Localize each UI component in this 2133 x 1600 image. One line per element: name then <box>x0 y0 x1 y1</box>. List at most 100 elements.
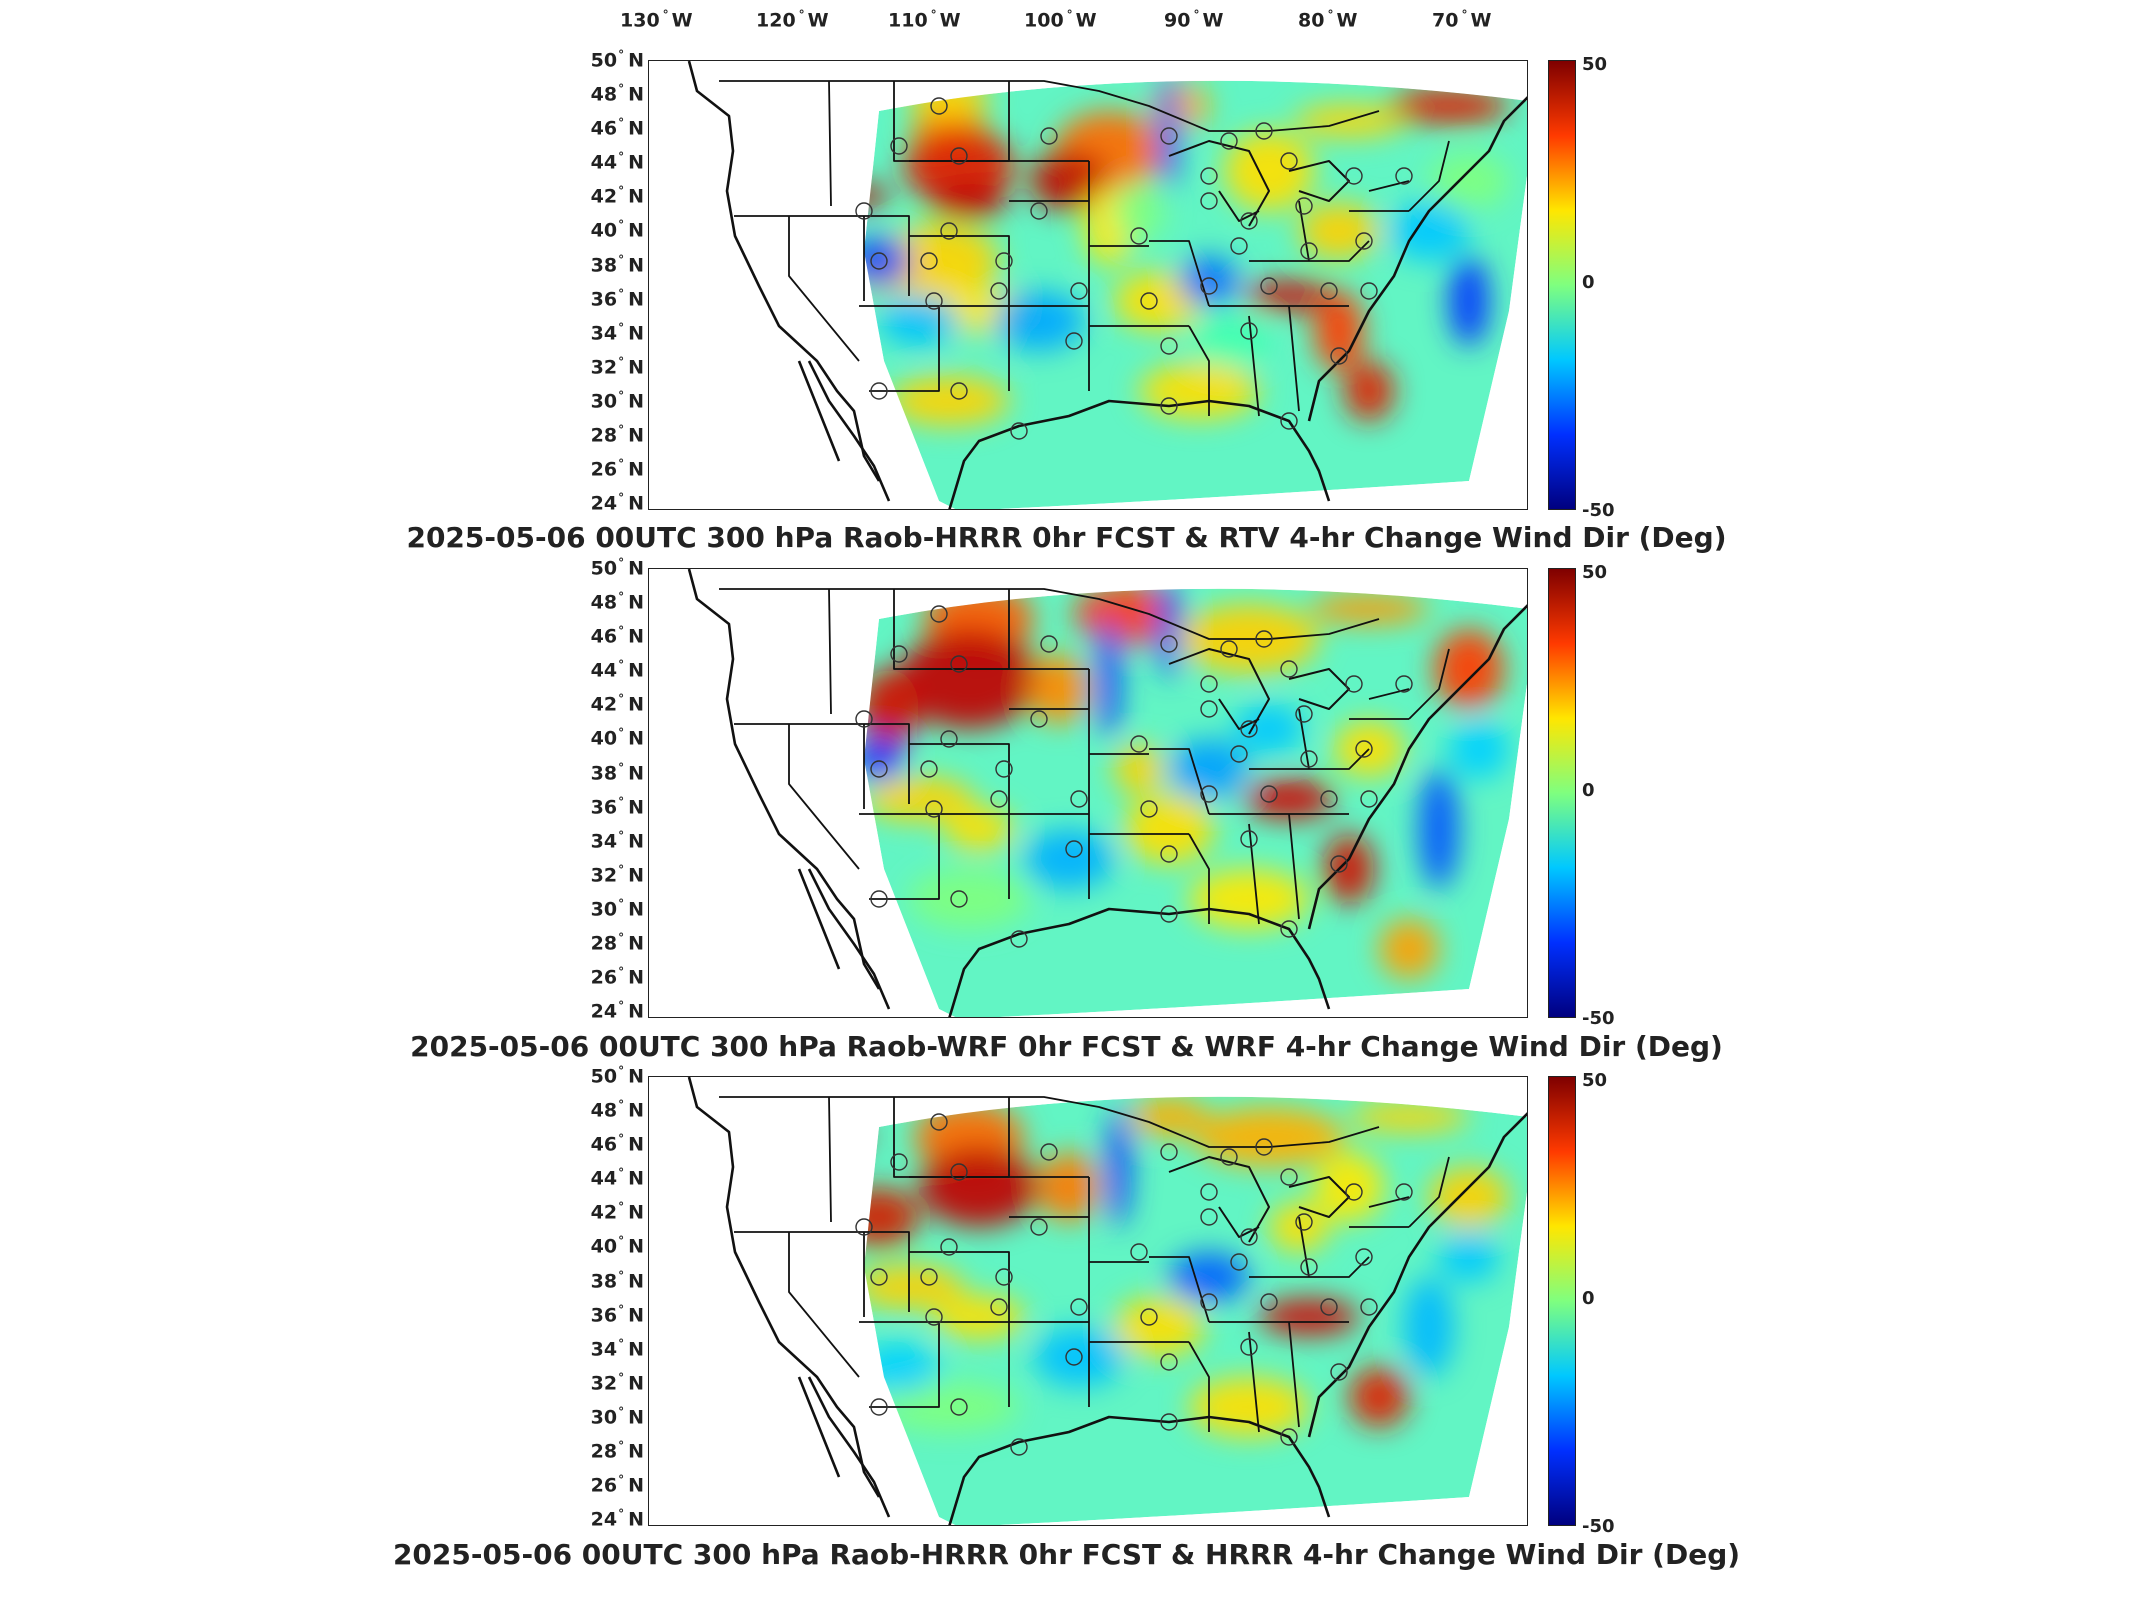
raob-station-marker <box>1240 322 1258 340</box>
anomaly-region <box>1429 1167 1509 1227</box>
anomaly-region <box>1189 316 1269 366</box>
raob-station-marker <box>1300 750 1318 768</box>
anomaly-region <box>1419 769 1459 889</box>
raob-station-marker <box>855 710 873 728</box>
raob-station-marker <box>890 137 908 155</box>
raob-station-marker <box>1395 167 1413 185</box>
raob-station-marker <box>1200 1293 1218 1311</box>
lat-label-32n: 32° N <box>590 1370 644 1395</box>
lat-label-36n: 36° N <box>590 286 644 310</box>
raob-station-marker <box>1295 1213 1313 1231</box>
raob-station-marker <box>1240 212 1258 230</box>
anomaly-region <box>1149 82 1209 130</box>
raob-station-marker <box>1065 840 1083 858</box>
geographic-boundaries <box>687 61 1527 509</box>
lat-label-40n: 40° N <box>590 726 644 750</box>
anomaly-region <box>1024 829 1114 889</box>
raob-station-marker <box>950 890 968 908</box>
raob-station-marker <box>1130 735 1148 753</box>
raob-station-marker <box>1330 855 1348 873</box>
raob-station-marker <box>1160 1353 1178 1371</box>
raob-station-marker <box>1200 785 1218 803</box>
raob-station-marker <box>1280 920 1298 938</box>
lat-label-36n: 36° N <box>590 794 644 818</box>
raob-station-marker <box>1160 905 1178 923</box>
raob-stations <box>855 1113 1413 1456</box>
anomaly-region <box>1124 794 1214 864</box>
raob-station-marker <box>1255 1138 1273 1156</box>
raob-station-marker <box>1200 700 1218 718</box>
anomaly-region <box>1097 619 1121 739</box>
wind-direction-field-map <box>687 61 1527 509</box>
raob-station-marker <box>950 382 968 400</box>
anomaly-region <box>879 296 959 346</box>
raob-station-marker <box>1065 1348 1083 1366</box>
raob-station-marker <box>1360 1298 1378 1316</box>
raob-station-marker <box>870 382 888 400</box>
anomaly-region <box>864 737 904 781</box>
anomaly-region <box>909 80 989 116</box>
anomaly-region <box>1107 1107 1131 1227</box>
anomaly-region <box>1259 1299 1359 1335</box>
raob-station-marker <box>1030 1218 1048 1236</box>
raob-station-marker <box>1160 337 1178 355</box>
lat-label-40n: 40° N <box>590 1234 644 1258</box>
anomaly-region <box>1344 361 1394 421</box>
raob-station-marker <box>1160 397 1178 415</box>
raob-station-marker <box>1345 167 1363 185</box>
lon-label-100w: 100 ° W <box>1024 8 1097 32</box>
raob-station-marker <box>995 760 1013 778</box>
colorbar-zero-label: 0 <box>1582 780 1595 801</box>
anomaly-region <box>994 291 1084 351</box>
raob-station-marker <box>1200 1208 1218 1226</box>
map-frame <box>648 568 1528 1018</box>
anomaly-region <box>864 184 889 208</box>
raob-station-marker <box>1140 292 1158 310</box>
colorbar <box>1548 1076 1576 1526</box>
raob-station-marker <box>1345 1183 1363 1201</box>
raob-station-marker <box>870 1398 888 1416</box>
lat-label-50n: 50° N <box>590 48 644 72</box>
raob-station-marker <box>1140 1308 1158 1326</box>
raob-station-marker <box>1260 277 1278 295</box>
raob-station-marker <box>1070 790 1088 808</box>
raob-station-marker <box>950 1163 968 1181</box>
raob-station-marker <box>1360 282 1378 300</box>
raob-station-marker <box>1240 1228 1258 1246</box>
raob-station-marker <box>1010 422 1028 440</box>
colorbar-max-label: 50 <box>1582 562 1608 583</box>
raob-station-marker <box>920 760 938 778</box>
lat-label-32n: 32° N <box>590 862 644 887</box>
lat-label-48n: 48° N <box>590 82 644 106</box>
raob-station-marker <box>870 890 888 908</box>
raob-station-marker <box>1220 1148 1238 1166</box>
lat-label-50n: 50° N <box>590 1064 644 1088</box>
raob-station-marker <box>1240 720 1258 738</box>
colorbar-zero-label: 0 <box>1582 1288 1595 1309</box>
raob-station-marker <box>1040 1143 1058 1161</box>
colorbar-min-label: -50 <box>1582 1516 1615 1537</box>
raob-station-marker <box>1200 277 1218 295</box>
lat-label-30n: 30° N <box>590 896 644 921</box>
anomaly-region <box>864 1125 869 1149</box>
raob-station-marker <box>1320 790 1338 808</box>
model-domain-field <box>864 588 1527 1017</box>
raob-station-marker <box>950 655 968 673</box>
anomaly-region <box>944 807 1014 851</box>
anomaly-region <box>879 1382 1019 1432</box>
raob-station-marker <box>1280 660 1298 678</box>
raob-station-marker <box>1260 1293 1278 1311</box>
lat-label-24n: 24° N <box>590 999 644 1023</box>
lat-label-32n: 32° N <box>590 354 644 379</box>
anomaly-region <box>1039 1152 1099 1222</box>
lat-label-28n: 28° N <box>590 1439 644 1463</box>
lat-label-26n: 26° N <box>590 457 644 481</box>
raob-station-marker <box>870 1268 888 1286</box>
anomaly-region <box>864 237 911 285</box>
anomaly-region <box>1449 256 1489 346</box>
lat-label-30n: 30° N <box>590 1404 644 1429</box>
anomaly-region <box>1349 1102 1469 1132</box>
raob-station-marker <box>920 1268 938 1286</box>
lat-label-38n: 38° N <box>590 252 644 276</box>
